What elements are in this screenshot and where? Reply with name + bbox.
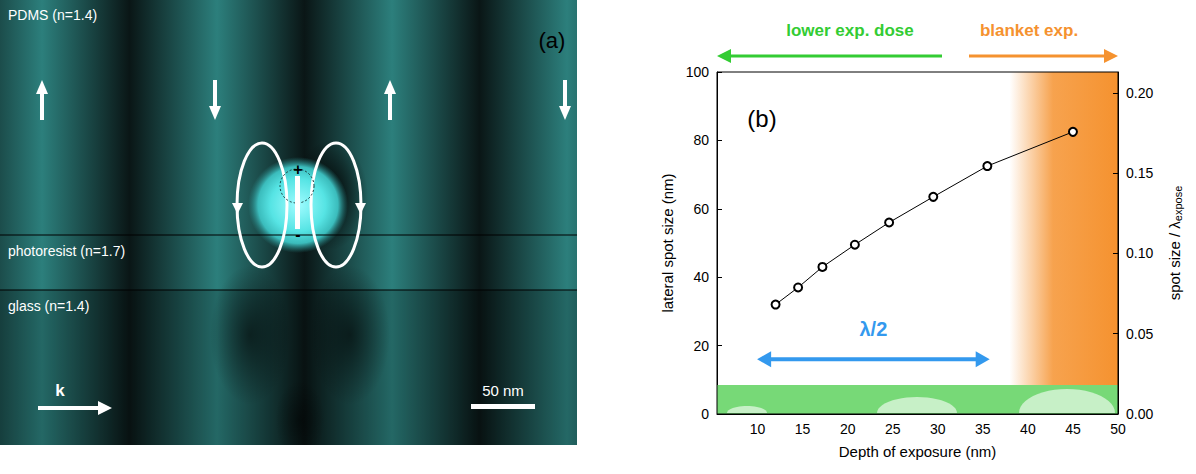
svg-text:PDMS (n=1.4): PDMS (n=1.4) <box>8 7 97 23</box>
svg-text:spot size / λ: spot size / λ <box>1166 221 1183 301</box>
svg-text:+: + <box>293 161 302 178</box>
svg-text:(a): (a) <box>539 28 566 53</box>
svg-text:k: k <box>55 381 65 400</box>
svg-text:0.00: 0.00 <box>1126 406 1153 422</box>
svg-text:20: 20 <box>693 338 709 354</box>
svg-text:lateral spot size (nm): lateral spot size (nm) <box>659 173 676 312</box>
svg-text:glass (n=1.4): glass (n=1.4) <box>8 298 89 314</box>
svg-text:blanket exp.: blanket exp. <box>980 21 1078 40</box>
svg-text:photoresist (n=1.7): photoresist (n=1.7) <box>8 243 125 259</box>
svg-text:15: 15 <box>795 421 811 437</box>
svg-text:lower exp. dose: lower exp. dose <box>786 21 914 40</box>
svg-text:40: 40 <box>693 269 709 285</box>
svg-text:0: 0 <box>701 406 709 422</box>
svg-text:10: 10 <box>750 421 766 437</box>
svg-text:30: 30 <box>930 421 946 437</box>
svg-text:20: 20 <box>840 421 856 437</box>
svg-text:-: - <box>295 226 300 243</box>
svg-text:40: 40 <box>1020 421 1036 437</box>
svg-text:λ/2: λ/2 <box>859 318 887 340</box>
svg-text:80: 80 <box>693 132 709 148</box>
svg-text:(b): (b) <box>747 105 776 132</box>
svg-text:Depth of exposure (nm): Depth of exposure (nm) <box>839 443 997 460</box>
svg-text:100: 100 <box>686 64 710 80</box>
svg-text:35: 35 <box>975 421 991 437</box>
svg-text:expose: expose <box>1172 186 1184 221</box>
svg-text:25: 25 <box>885 421 901 437</box>
svg-text:60: 60 <box>693 201 709 217</box>
svg-text:0.10: 0.10 <box>1126 245 1153 261</box>
svg-text:0.05: 0.05 <box>1126 326 1153 342</box>
svg-text:50 nm: 50 nm <box>482 382 524 399</box>
svg-text:0.15: 0.15 <box>1126 165 1153 181</box>
svg-text:50: 50 <box>1110 421 1126 437</box>
svg-text:45: 45 <box>1065 421 1081 437</box>
svg-text:0.20: 0.20 <box>1126 85 1153 101</box>
